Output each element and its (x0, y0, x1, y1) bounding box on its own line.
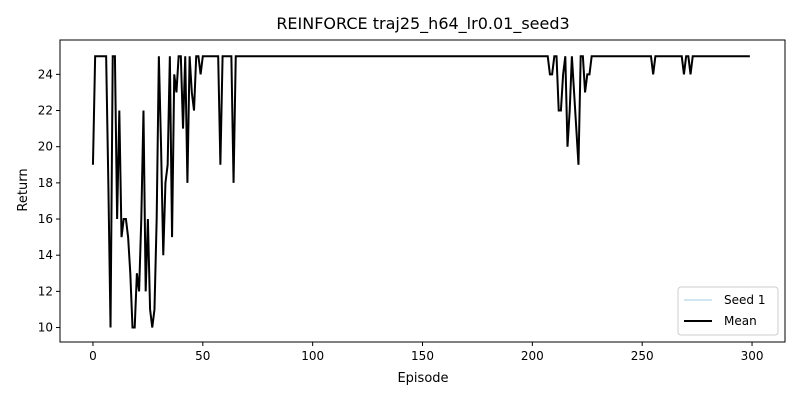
chart-title: REINFORCE traj25_h64_lr0.01_seed3 (276, 14, 569, 34)
y-tick-label: 18 (38, 176, 53, 190)
series-lines (91, 55, 750, 329)
x-tick-label: 200 (521, 349, 544, 363)
series-line-mean (91, 55, 750, 329)
y-tick-label: 16 (38, 212, 53, 226)
legend-label: Seed 1 (724, 293, 765, 307)
y-tick-label: 24 (38, 67, 53, 81)
axes: 0 50 100 150 200 250 300 10 12 14 16 18 20 22 24 (38, 39, 786, 363)
x-tick-label: 100 (301, 349, 324, 363)
legend: Seed 1 Mean (677, 286, 779, 336)
y-tick-label: 12 (38, 284, 53, 298)
y-tick-label: 14 (38, 248, 53, 262)
x-axis-label: Episode (397, 371, 448, 386)
y-tick-label: 10 (38, 321, 53, 335)
legend-label: Mean (724, 314, 757, 328)
x-tick-label: 300 (741, 349, 764, 363)
x-tick-label: 250 (631, 349, 654, 363)
x-tick-label: 0 (89, 349, 97, 363)
y-tick-label: 20 (38, 140, 53, 154)
x-tick-label: 50 (195, 349, 210, 363)
y-tick-label: 22 (38, 104, 53, 118)
x-tick-label: 150 (411, 349, 434, 363)
legend-box (677, 286, 779, 336)
y-axis-label: Return (16, 168, 31, 211)
